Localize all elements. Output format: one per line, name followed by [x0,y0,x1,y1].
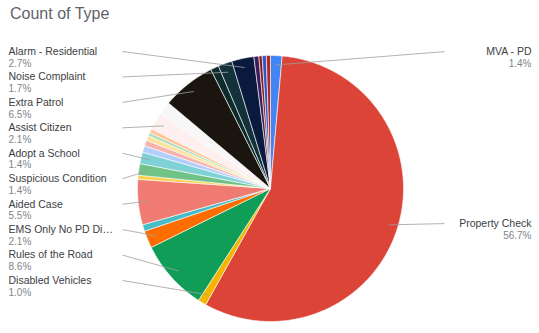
svg-text:1.7%: 1.7% [9,83,32,94]
svg-text:Disabled Vehicles: Disabled Vehicles [9,274,92,286]
svg-text:5.5%: 5.5% [9,210,32,221]
svg-text:EMS Only No PD Di…: EMS Only No PD Di… [9,223,113,235]
svg-text:1.4%: 1.4% [9,159,32,170]
svg-text:Extra Patrol: Extra Patrol [9,96,64,108]
svg-text:Rules of the Road: Rules of the Road [9,248,93,260]
svg-text:Aided Case: Aided Case [9,198,63,210]
svg-text:MVA - PD: MVA - PD [486,45,532,57]
svg-text:Suspicious Condition: Suspicious Condition [9,172,107,184]
svg-text:1.4%: 1.4% [509,58,532,69]
svg-text:2.1%: 2.1% [9,134,32,145]
svg-text:56.7%: 56.7% [503,230,531,241]
svg-text:1.4%: 1.4% [9,185,32,196]
svg-text:8.6%: 8.6% [9,261,32,272]
svg-text:Adopt a School: Adopt a School [9,147,80,159]
svg-text:1.0%: 1.0% [9,287,32,298]
svg-text:6.5%: 6.5% [9,109,32,120]
svg-text:Noise Complaint: Noise Complaint [9,70,86,82]
svg-text:2.1%: 2.1% [9,236,32,247]
svg-text:Alarm - Residential: Alarm - Residential [9,45,98,57]
html-text:Count of Type: Count of Type [10,5,110,22]
svg-text:2.7%: 2.7% [9,58,32,69]
svg-text:Property Check: Property Check [459,217,532,229]
svg-text:Assist Citizen: Assist Citizen [9,121,72,133]
